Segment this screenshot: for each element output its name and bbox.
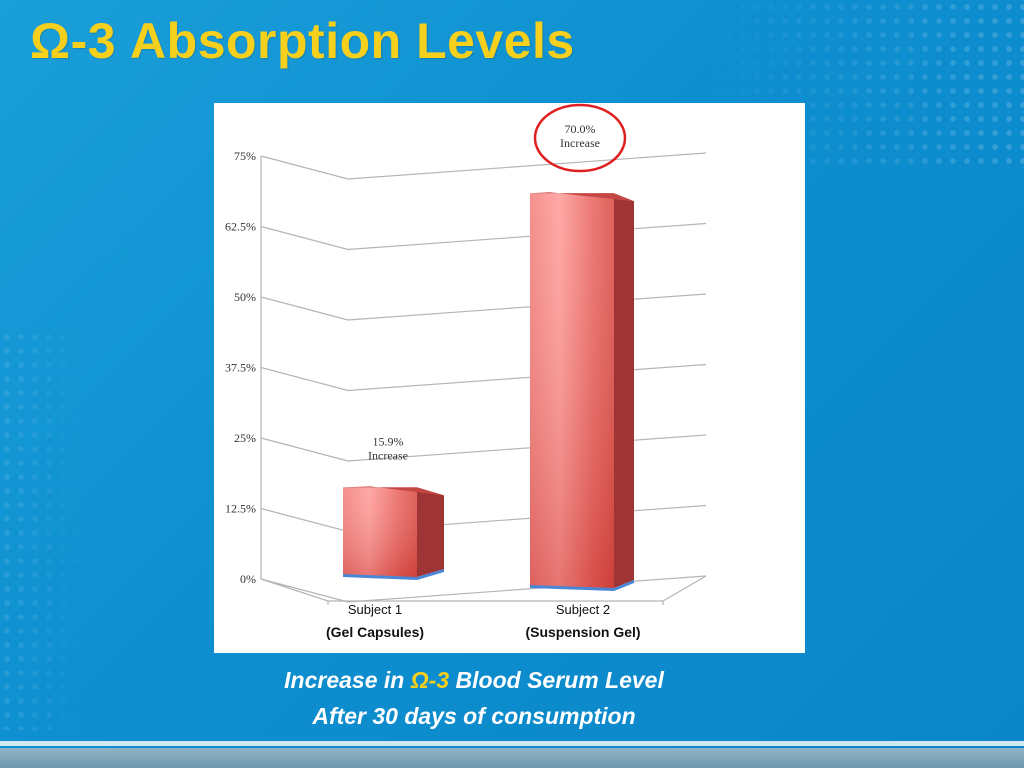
gridline <box>260 504 707 533</box>
gridline <box>260 575 707 603</box>
bar-side-face <box>417 487 444 577</box>
chart-panel: 0% 12.5% 25% 37.5% 50% 62.5% 75% 15.9% Increase S… <box>214 103 805 653</box>
x-category-sublabel: (Suspension Gel) <box>525 624 640 640</box>
x-category-label: Subject 1 <box>348 602 402 617</box>
y-tick-label: 75% <box>234 149 256 163</box>
bar-top-face <box>530 192 634 202</box>
callout-circle <box>533 103 627 173</box>
y-tick-label: 25% <box>234 431 256 445</box>
slide-title-omega: Ω-3 <box>30 13 117 69</box>
y-tick-label: 12.5% <box>225 502 256 516</box>
chart-caption-line-2: After 30 days of consumption <box>312 703 636 729</box>
gridline <box>260 152 707 180</box>
y-tick-label: 50% <box>234 290 256 304</box>
bar-base <box>530 580 634 591</box>
gridline <box>260 222 707 251</box>
chart-caption-line-1: Increase in Ω-3 Blood Serum Level <box>214 667 734 694</box>
bar-top-face <box>343 486 444 496</box>
caption-post: Blood Serum Level <box>449 667 664 693</box>
y-tick-label: 0% <box>240 572 256 586</box>
bar-base <box>343 569 444 580</box>
y-tick-label: 37.5% <box>225 361 256 375</box>
caption-pre: Increase in <box>284 667 411 693</box>
gridline <box>260 363 707 392</box>
y-tick-label: 62.5% <box>225 220 256 234</box>
bar-shade <box>343 487 417 577</box>
decorative-dot-pattern-left <box>0 330 90 730</box>
caption-omega: Ω-3 <box>410 667 450 693</box>
gridline <box>260 293 707 321</box>
bar-value-label: Increase <box>368 448 408 462</box>
bar-shade <box>530 193 614 588</box>
bar-side-face <box>614 193 634 588</box>
footer-band <box>0 748 1024 768</box>
gridline <box>260 434 707 462</box>
slide-title: Ω-3 Absorption Levels <box>30 12 575 70</box>
x-category-label: Subject 2 <box>556 602 610 617</box>
bar-value-label: 15.9% <box>373 434 404 448</box>
bar-chart: 0%12.5%25%37.5%50%62.5%75%15.9%IncreaseS… <box>225 103 707 640</box>
slide-title-text: Absorption Levels <box>130 13 575 69</box>
footer-stripe <box>0 741 1024 746</box>
x-category-sublabel: (Gel Capsules) <box>326 624 424 640</box>
bar-value-label: 70.0% <box>565 122 596 136</box>
floor-edge <box>260 575 707 602</box>
bar-value-label: Increase <box>560 136 600 150</box>
